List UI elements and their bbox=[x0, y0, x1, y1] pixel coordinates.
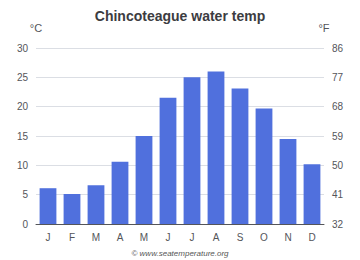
svg-text:F: F bbox=[69, 232, 75, 243]
svg-text:20: 20 bbox=[17, 101, 29, 112]
svg-text:D: D bbox=[308, 232, 315, 243]
svg-text:J: J bbox=[46, 232, 51, 243]
svg-text:32: 32 bbox=[332, 219, 344, 230]
svg-text:5: 5 bbox=[22, 189, 28, 200]
svg-text:0: 0 bbox=[22, 219, 28, 230]
svg-text:50: 50 bbox=[332, 160, 344, 171]
svg-text:68: 68 bbox=[332, 101, 344, 112]
svg-text:Chincoteague water temp: Chincoteague water temp bbox=[95, 8, 265, 24]
svg-text:O: O bbox=[260, 232, 268, 243]
svg-text:M: M bbox=[140, 232, 148, 243]
svg-text:25: 25 bbox=[17, 72, 29, 83]
svg-text:S: S bbox=[237, 232, 244, 243]
svg-text:30: 30 bbox=[17, 43, 29, 54]
svg-text:J: J bbox=[190, 232, 195, 243]
svg-text:A: A bbox=[117, 232, 124, 243]
svg-text:M: M bbox=[92, 232, 100, 243]
svg-text:15: 15 bbox=[17, 131, 29, 142]
svg-text:J: J bbox=[166, 232, 171, 243]
svg-text:10: 10 bbox=[17, 160, 29, 171]
svg-text:°C: °C bbox=[30, 22, 42, 34]
svg-text:N: N bbox=[284, 232, 291, 243]
svg-text:°F: °F bbox=[318, 22, 329, 34]
svg-text:59: 59 bbox=[332, 131, 344, 142]
svg-text:86: 86 bbox=[332, 43, 344, 54]
svg-text:© www.seatemperature.org: © www.seatemperature.org bbox=[131, 249, 229, 258]
svg-text:A: A bbox=[213, 232, 220, 243]
svg-text:41: 41 bbox=[332, 189, 344, 200]
svg-text:77: 77 bbox=[332, 72, 344, 83]
